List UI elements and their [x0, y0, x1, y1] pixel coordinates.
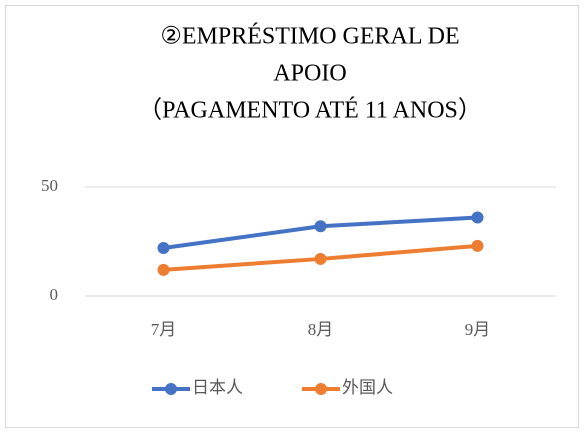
x-tick-label: 9月: [465, 320, 491, 339]
point: [471, 211, 484, 224]
legend-swatch: [165, 383, 177, 395]
legend-label: 外国人: [342, 378, 393, 397]
y-tick-label: 50: [41, 176, 58, 195]
x-tick-label: 7月: [151, 320, 177, 339]
x-tick-label: 8月: [308, 320, 334, 339]
point: [157, 242, 170, 255]
y-tick-label: 0: [50, 285, 59, 304]
point: [471, 239, 484, 252]
point: [314, 220, 327, 233]
chart-title: （PAGAMENTO ATÉ 11 ANOS）: [138, 98, 482, 124]
chart-title: APOIO: [273, 61, 346, 87]
chart-title: ②EMPRÉSTIMO GERAL DE: [160, 24, 459, 50]
legend-swatch: [315, 383, 327, 395]
point: [157, 263, 170, 276]
point: [314, 252, 327, 265]
legend-label: 日本人: [192, 378, 243, 397]
